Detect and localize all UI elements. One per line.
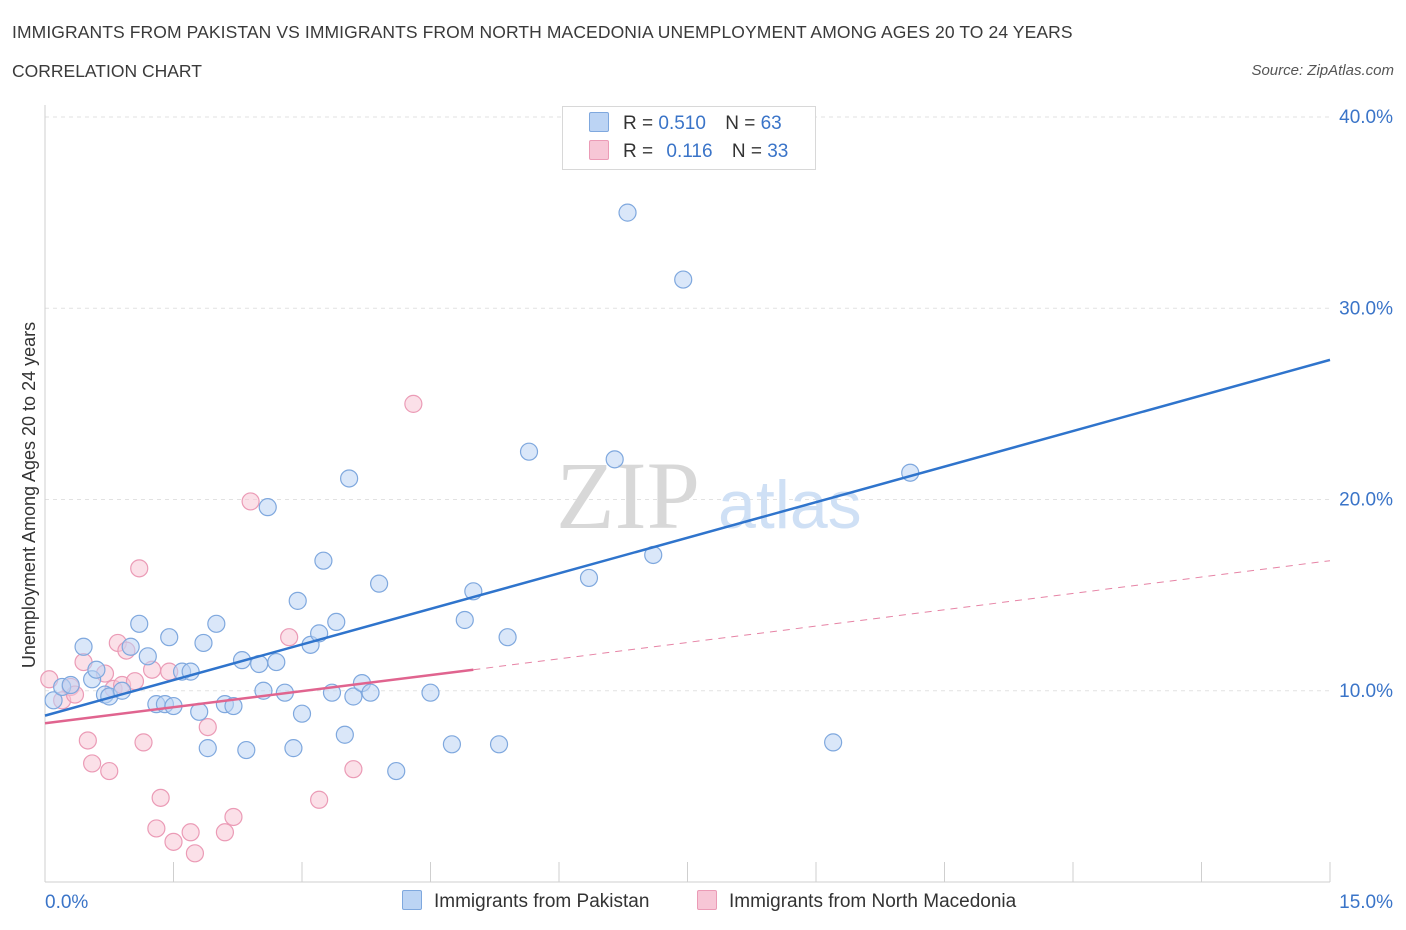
pakistan-point-50 bbox=[489, 735, 509, 754]
pakistan-point-44 bbox=[370, 574, 389, 593]
north-macedonia-point-23 bbox=[198, 717, 217, 737]
watermark-zip: ZIP bbox=[556, 442, 700, 549]
pakistan-point-10 bbox=[130, 614, 149, 633]
north-macedonia-point-21 bbox=[181, 823, 200, 842]
north-macedonia-point-28 bbox=[310, 790, 329, 809]
pakistan-point-33 bbox=[292, 704, 312, 723]
pakistan-point-40 bbox=[340, 469, 359, 488]
trendline-1 bbox=[44, 668, 474, 725]
pakistan-point-9 bbox=[121, 637, 140, 656]
legend-n-label: N = bbox=[731, 141, 762, 162]
north-macedonia-point-25 bbox=[224, 807, 243, 827]
legend-r-label: R = bbox=[623, 141, 654, 162]
north-macedonia-point-18 bbox=[151, 788, 170, 807]
north-macedonia-point-20 bbox=[164, 832, 183, 851]
pakistan-point-5 bbox=[87, 660, 106, 679]
trendline-2 bbox=[473, 560, 1331, 671]
legend-r-label: R = bbox=[623, 113, 654, 134]
north-macedonia-point-26 bbox=[241, 492, 260, 511]
pakistan-point-3 bbox=[74, 637, 93, 656]
pakistan-point-19 bbox=[194, 633, 213, 653]
bottom-legend-label-pakistan: Immigrants from Pakistan bbox=[434, 891, 650, 912]
pakistan-point-21 bbox=[207, 614, 226, 633]
pakistan-point-28 bbox=[258, 498, 277, 517]
north-macedonia-point-5 bbox=[78, 731, 97, 750]
legend-n-value-north-macedonia: 33 bbox=[767, 141, 789, 162]
pakistan-point-38 bbox=[327, 612, 346, 632]
north-macedonia-point-15 bbox=[134, 733, 153, 752]
pakistan-point-47 bbox=[442, 735, 462, 754]
x-tick-label-0: 0.0% bbox=[45, 892, 88, 913]
pakistan-point-43 bbox=[361, 683, 380, 702]
pakistan-point-31 bbox=[284, 739, 303, 758]
y-tick-label-0: 10.0% bbox=[1339, 681, 1393, 702]
bottom-legend-swatch-north-macedonia bbox=[697, 890, 717, 910]
pakistan-point-14 bbox=[160, 628, 179, 647]
north-macedonia-point-6 bbox=[83, 754, 102, 773]
pakistan-point-57 bbox=[674, 270, 693, 289]
trendlines bbox=[44, 358, 1331, 725]
pakistan-point-48 bbox=[455, 610, 474, 630]
pakistan-point-2 bbox=[61, 675, 80, 695]
chart-title: IMMIGRANTS FROM PAKISTAN VS IMMIGRANTS F… bbox=[12, 22, 1073, 42]
pakistan-point-54 bbox=[605, 450, 624, 469]
legend-row-pakistan: R = 0.510 N = 63 bbox=[589, 111, 782, 137]
legend-n-value-pakistan: 63 bbox=[760, 113, 782, 134]
pakistan-point-51 bbox=[498, 628, 517, 647]
bottom-legend-pakistan: Immigrants from Pakistan bbox=[402, 890, 649, 913]
y-tick-label-1: 20.0% bbox=[1339, 490, 1393, 511]
pakistan-point-45 bbox=[387, 761, 406, 781]
pakistan-point-55 bbox=[618, 203, 637, 222]
series-north-macedonia-points bbox=[40, 394, 423, 863]
series-pakistan-points bbox=[44, 203, 920, 781]
bottom-legend-swatch-pakistan bbox=[402, 890, 422, 910]
north-macedonia-point-29 bbox=[344, 760, 363, 779]
bottom-legend-label-north-macedonia: Immigrants from North Macedonia bbox=[729, 891, 1017, 912]
legend-swatch-pakistan bbox=[589, 112, 609, 132]
north-macedonia-point-24 bbox=[215, 823, 234, 842]
trendline-0 bbox=[44, 358, 1331, 717]
pakistan-point-11 bbox=[138, 647, 157, 666]
chart-subtitle: CORRELATION CHART bbox=[12, 61, 202, 81]
legend-row-north-macedonia: R = 0.116 N = 33 bbox=[589, 139, 788, 165]
pakistan-point-23 bbox=[224, 696, 243, 716]
legend-swatch-north-macedonia bbox=[589, 140, 609, 160]
stats-legend: R = 0.510 N = 63 R = 0.116 N = 33 bbox=[562, 106, 816, 170]
x-tick-label-1: 15.0% bbox=[1339, 892, 1393, 913]
pakistan-point-41 bbox=[344, 687, 363, 706]
pakistan-point-20 bbox=[198, 739, 217, 758]
y-tick-label-2: 30.0% bbox=[1339, 298, 1393, 319]
north-macedonia-point-14 bbox=[130, 559, 149, 578]
pakistan-point-53 bbox=[579, 568, 599, 588]
north-macedonia-point-22 bbox=[185, 844, 205, 863]
pakistan-point-39 bbox=[335, 725, 354, 744]
pakistan-point-46 bbox=[421, 683, 440, 702]
pakistan-point-58 bbox=[824, 733, 843, 752]
pakistan-point-29 bbox=[267, 652, 286, 672]
north-macedonia-point-8 bbox=[100, 761, 119, 781]
y-axis-label: Unemployment Among Ages 20 to 24 years bbox=[19, 322, 39, 668]
pakistan-point-0 bbox=[44, 691, 63, 710]
pakistan-point-32 bbox=[288, 591, 307, 610]
pakistan-point-25 bbox=[237, 740, 256, 760]
axis-labels: 10.0% 20.0% 30.0% 40.0% 0.0% 15.0% Unemploymen… bbox=[19, 107, 1393, 913]
north-macedonia-point-17 bbox=[147, 819, 166, 838]
watermark-atlas: atlas bbox=[718, 467, 862, 543]
pakistan-point-52 bbox=[519, 442, 539, 461]
bottom-legend-north-macedonia: Immigrants from North Macedonia bbox=[697, 890, 1016, 913]
source-credit: Source: ZipAtlas.com bbox=[1251, 62, 1394, 79]
gridlines bbox=[45, 116, 1330, 692]
north-macedonia-point-27 bbox=[280, 628, 299, 647]
legend-r-value-pakistan: 0.510 bbox=[658, 113, 706, 134]
axes bbox=[44, 105, 1331, 883]
watermark: ZIP atlas bbox=[556, 442, 862, 549]
north-macedonia-point-30 bbox=[404, 394, 423, 413]
pakistan-point-36 bbox=[314, 551, 333, 570]
legend-n-label: N = bbox=[725, 113, 756, 134]
legend-r-value-north-macedonia: 0.116 bbox=[666, 141, 713, 162]
y-tick-label-3: 40.0% bbox=[1339, 107, 1393, 128]
